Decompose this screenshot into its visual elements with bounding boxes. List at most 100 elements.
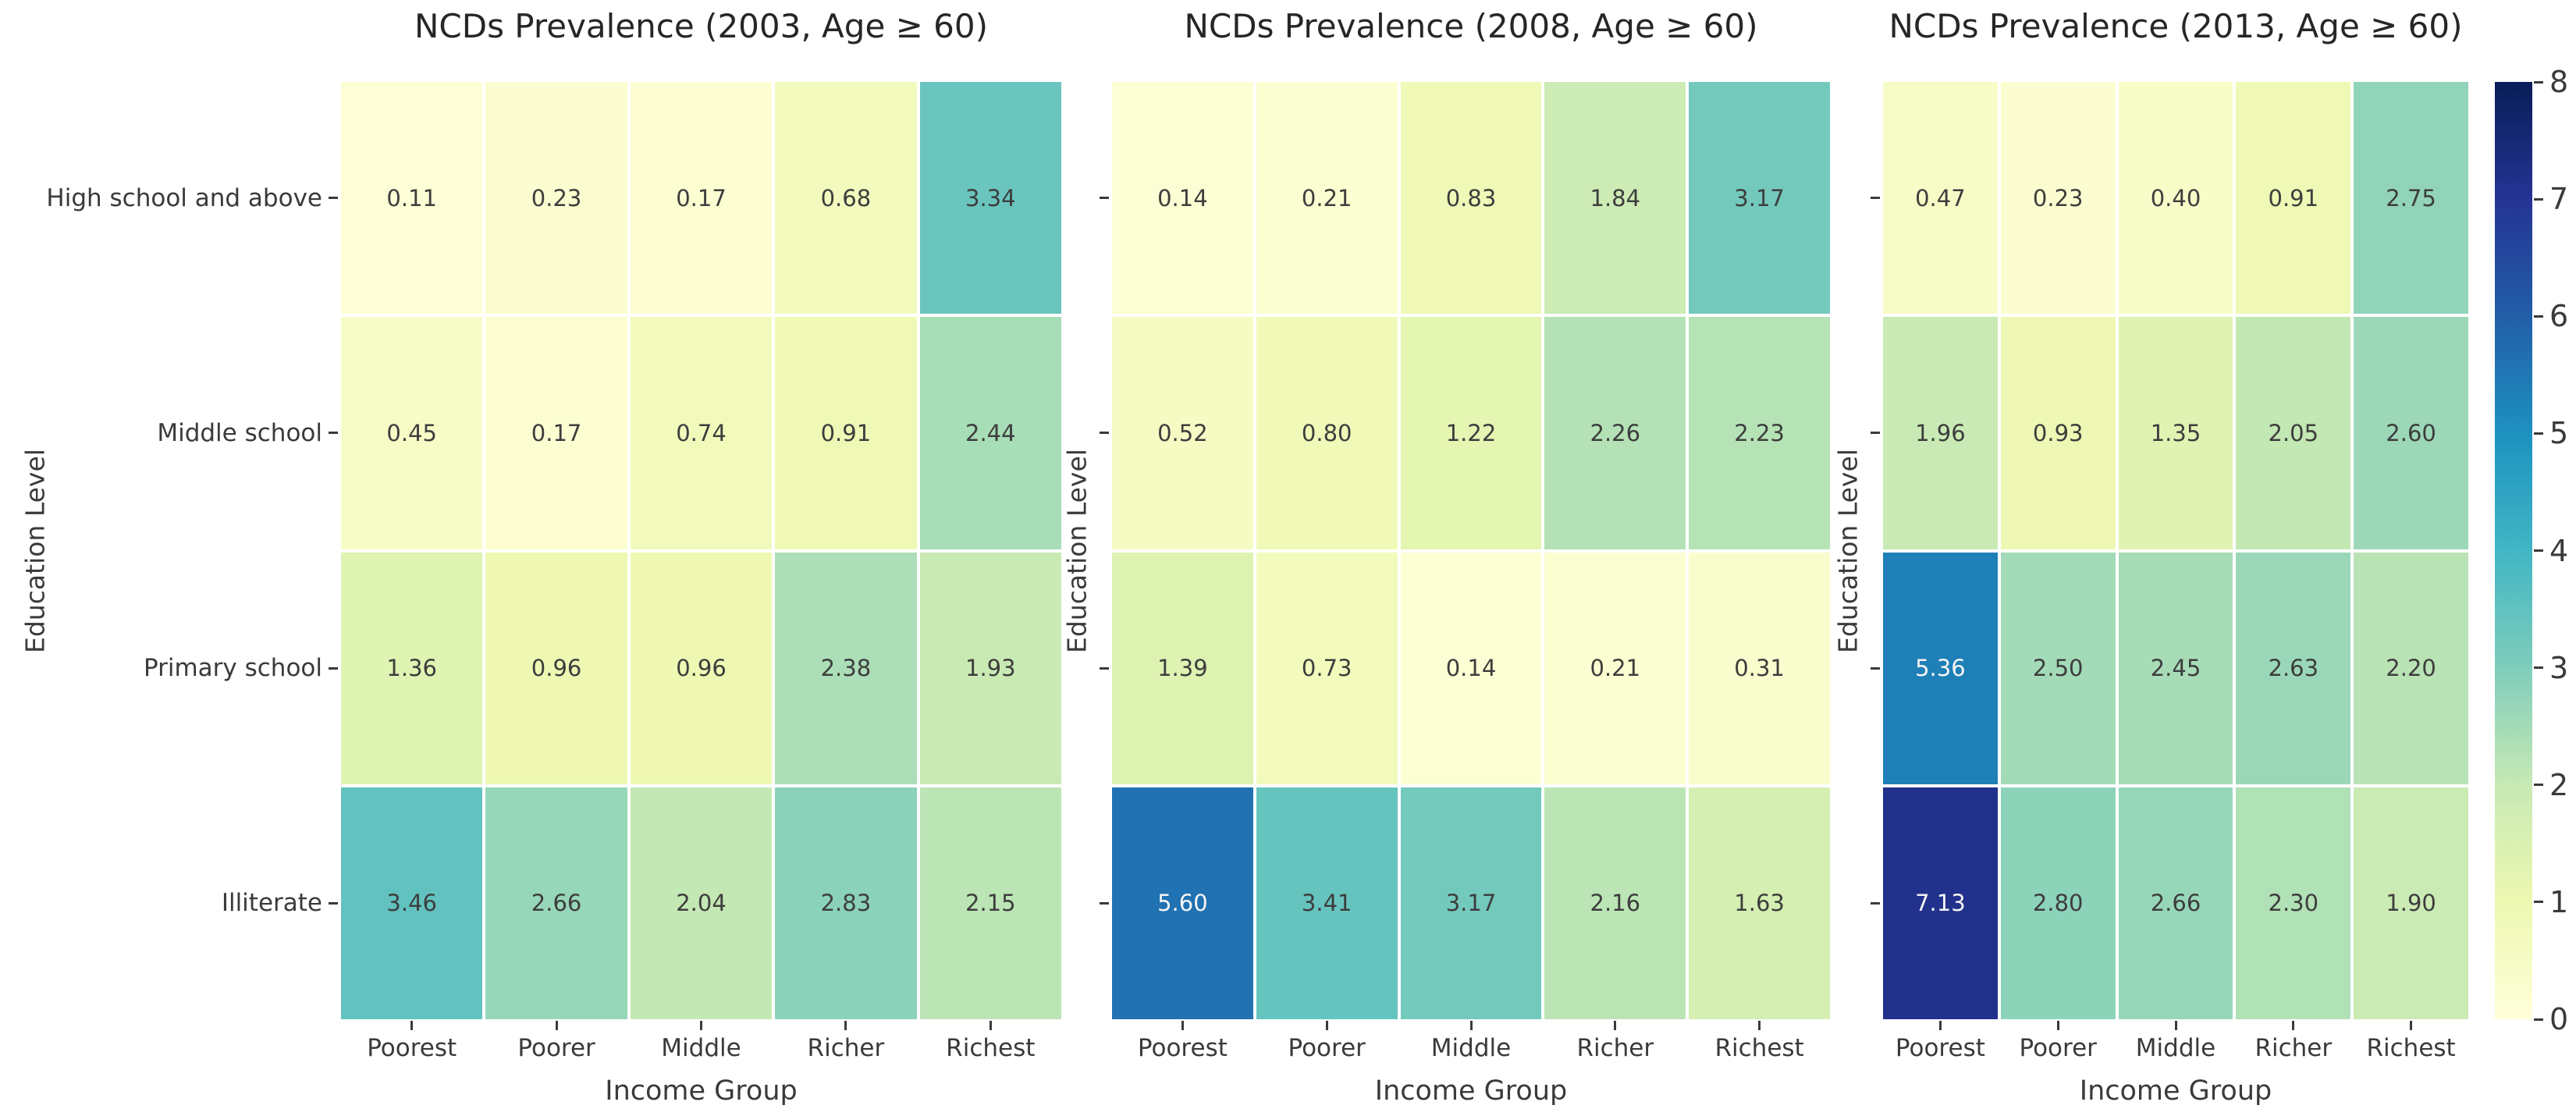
x-axis-label-2008: Income Group (1374, 1075, 1568, 1107)
x-tick-label: Richer (807, 1034, 885, 1062)
cell-value: 0.31 (1734, 655, 1785, 682)
cell-value: 1.84 (1590, 184, 1641, 211)
cell-value: 0.73 (1301, 655, 1352, 682)
heatmap-cell: 0.68 (775, 82, 917, 315)
cell-value: 0.74 (676, 419, 727, 446)
colorbar-tick-mark (2534, 666, 2543, 670)
y-tick-mark (1100, 901, 1109, 905)
heatmap-cell: 1.36 (341, 552, 483, 784)
heatmap-cell: 2.16 (1544, 787, 1686, 1019)
colorbar-tick-label: 3 (2549, 650, 2569, 685)
heatmap-cell: 0.93 (2000, 317, 2116, 549)
heatmap-cell: 2.45 (2118, 552, 2233, 784)
cell-value: 2.20 (2386, 655, 2436, 682)
cell-value: 5.60 (1157, 890, 1208, 917)
colorbar-tick-label: 1 (2549, 884, 2569, 919)
y-tick-label: Primary school (143, 654, 322, 683)
x-tick-label: Poorest (1137, 1034, 1228, 1062)
x-tick-mark (1938, 1021, 1942, 1030)
heatmap-cell: 1.90 (2354, 787, 2468, 1019)
x-tick-mark (2292, 1021, 2295, 1030)
colorbar-tick-mark (2534, 197, 2543, 201)
cell-value: 2.45 (2150, 655, 2201, 682)
cell-value: 1.39 (1157, 655, 1208, 682)
cell-value: 0.96 (676, 655, 727, 682)
heatmap-cell: 1.35 (2118, 317, 2233, 549)
panel-title-2013: NCDs Prevalence (2013, Age ≥ 60) (1888, 7, 2463, 45)
cell-value: 0.23 (531, 184, 582, 211)
y-tick-mark (329, 432, 338, 435)
heatmap-cell: 0.74 (630, 317, 773, 549)
y-tick-label: Middle school (157, 418, 322, 447)
x-tick-label: Richer (1576, 1034, 1654, 1062)
heatmap-cell: 2.15 (919, 787, 1061, 1019)
heatmap-cell: 1.39 (1112, 552, 1253, 784)
y-axis-label-2008: Education Level (1061, 448, 1092, 653)
x-tick-label: Richest (1714, 1034, 1804, 1062)
heatmap-cell: 2.66 (485, 787, 627, 1019)
x-tick-mark (2410, 1021, 2413, 1030)
cell-value: 2.05 (2268, 419, 2319, 446)
cell-value: 2.60 (2386, 419, 2436, 446)
panel-title-2008: NCDs Prevalence (2008, Age ≥ 60) (1184, 7, 1758, 45)
y-tick-mark (1100, 666, 1109, 670)
cell-value: 1.63 (1734, 890, 1785, 917)
heatmap-cell: 2.20 (2354, 552, 2468, 784)
heatmap-cell: 7.13 (1883, 787, 1998, 1019)
heatmap-cell: 3.41 (1256, 787, 1398, 1019)
y-tick-label: High school and above (46, 183, 322, 212)
colorbar (2495, 82, 2532, 1019)
cell-value: 1.36 (386, 655, 437, 682)
heatmap-cell: 0.21 (1544, 552, 1686, 784)
cell-value: 0.52 (1157, 419, 1208, 446)
x-tick-mark (1614, 1021, 1617, 1030)
y-tick-mark (329, 666, 338, 670)
cell-value: 0.80 (1301, 419, 1352, 446)
x-tick-label: Poorer (2019, 1034, 2097, 1062)
cell-value: 0.96 (531, 655, 582, 682)
colorbar-tick-mark (2534, 80, 2543, 84)
cell-value: 3.17 (1734, 184, 1785, 211)
x-tick-mark (1181, 1021, 1184, 1030)
heatmap-cell: 3.17 (1689, 82, 1830, 315)
cell-value: 3.46 (386, 890, 437, 917)
y-tick-label: Illiterate (221, 889, 322, 918)
colorbar-tick-label: 6 (2549, 299, 2569, 334)
x-tick-label: Richest (946, 1034, 1036, 1062)
cell-value: 0.40 (2150, 184, 2201, 211)
heatmap-cell: 2.23 (1689, 317, 1830, 549)
cell-value: 0.14 (1445, 655, 1497, 682)
cell-value: 0.11 (386, 184, 437, 211)
cell-value: 1.93 (965, 655, 1016, 682)
heatmap-cell: 2.63 (2236, 552, 2351, 784)
colorbar-tick-label: 4 (2549, 533, 2569, 568)
colorbar-tick-mark (2534, 315, 2543, 318)
cell-value: 3.41 (1301, 890, 1352, 917)
cell-value: 2.16 (1590, 890, 1641, 917)
heatmap-cell: 0.96 (630, 552, 773, 784)
cell-value: 0.83 (1445, 184, 1497, 211)
cell-value: 1.35 (2150, 419, 2201, 446)
x-axis-label-2013: Income Group (2079, 1075, 2272, 1107)
cell-value: 2.04 (676, 890, 727, 917)
heatmap-cell: 0.45 (341, 317, 483, 549)
x-tick-label: Middle (661, 1034, 741, 1062)
cell-value: 2.83 (820, 890, 872, 917)
cell-value: 2.66 (2150, 890, 2201, 917)
x-tick-mark (2174, 1021, 2177, 1030)
heatmap-cell: 2.44 (919, 317, 1061, 549)
cell-value: 2.26 (1590, 419, 1641, 446)
colorbar-tick-mark (2534, 901, 2543, 904)
heatmap-cell: 0.14 (1112, 82, 1253, 315)
x-tick-label: Poorest (1895, 1034, 1985, 1062)
x-tick-mark (555, 1021, 558, 1030)
x-tick-label: Richest (2366, 1034, 2456, 1062)
heatmap-cell: 0.40 (2118, 82, 2233, 315)
y-tick-mark (329, 197, 338, 200)
heatmap-cell: 5.36 (1883, 552, 1998, 784)
x-tick-mark (1325, 1021, 1328, 1030)
heatmap-cell: 0.31 (1689, 552, 1830, 784)
cell-value: 3.34 (965, 184, 1016, 211)
heatmap-cell: 0.73 (1256, 552, 1398, 784)
